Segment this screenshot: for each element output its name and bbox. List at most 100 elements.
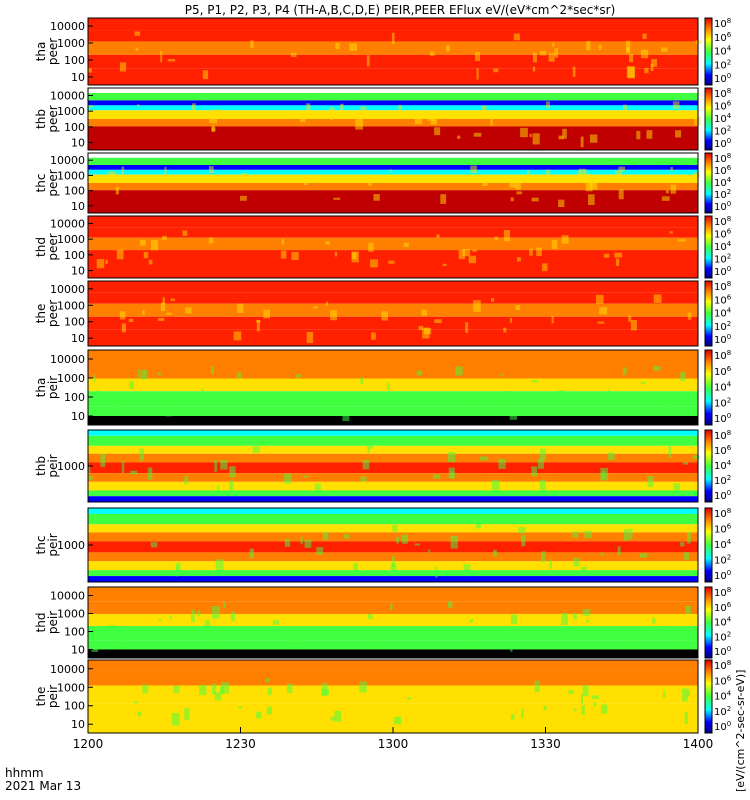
spectrogram-texture [540,51,547,56]
x-tick-label: 1200 [73,737,104,751]
panel-label: thbpeir [34,454,60,477]
spectrogram-texture [401,534,408,544]
spectrogram-texture [626,40,631,52]
spectrogram-band [88,237,698,251]
spectrogram-texture [510,714,515,720]
spectrogram-texture [572,613,577,620]
spectrogram-texture [392,524,398,532]
spectrogram-texture [572,66,576,77]
spectrogram-texture [93,374,96,382]
spectrogram-band [88,391,698,407]
spectrogram-band [88,100,698,106]
spectrogram-band [88,183,698,191]
spectrogram-texture [434,319,442,324]
colorbar-tick-label: 102 [714,396,731,409]
spectrogram-texture [440,194,447,204]
spectrogram-texture [197,610,201,617]
colorbar [704,17,713,86]
spectrogram-texture [534,680,540,693]
spectrogram-texture [681,688,688,702]
spectrogram-texture [623,529,629,541]
spectrogram-texture [105,259,108,264]
spectrogram-texture [678,239,686,242]
spectrogram-texture [588,194,595,206]
spectrogram-texture [650,63,654,72]
spectrogram-texture [673,394,681,407]
spectrogram-texture [455,366,463,376]
colorbar-tick-label: 106 [714,523,732,536]
spectrogram-texture [167,59,176,62]
spectrogram-texture [527,627,532,633]
spectrogram-band [88,378,698,392]
spectrogram-texture [694,116,701,126]
spectrogram-texture [330,115,333,121]
colorbar-tick-label: 104 [714,459,732,472]
spectrogram-texture [170,298,176,302]
spectrogram-texture [541,551,546,563]
spectrogram-texture [389,169,393,173]
spectrogram-texture [670,167,673,172]
spectrogram-texture [140,369,148,380]
panel-label: thepeir [34,685,60,708]
spectrogram-texture [509,408,518,420]
spectrogram-texture [321,683,328,697]
spectrogram-texture [628,315,632,322]
spectrogram-texture [349,43,357,51]
spectrogram-texture [422,327,430,339]
colorbar-tick-label: 104 [714,616,732,629]
spectrogram-texture [250,40,254,49]
spectrogram-texture [474,52,480,62]
spectrogram-texture [577,171,581,180]
spectrogram-band [88,481,698,491]
spectrogram-texture [510,317,513,323]
spectrogram-texture [600,467,609,481]
colorbar-tick-label: 104 [714,240,732,253]
spectrogram-texture [281,239,285,245]
spectrogram-texture [596,294,604,304]
spectrogram-texture [368,175,372,186]
spectrogram-texture [475,523,482,529]
spectrogram-texture [221,682,229,694]
spectrogram-band [88,174,698,183]
spectrogram-texture [591,695,599,700]
spectrogram-texture [134,31,141,36]
spectrogram-texture [568,690,575,694]
spectrogram-band [88,640,698,650]
spectrogram-texture [256,711,262,719]
spectrogram-band [88,660,698,671]
spectrogram-texture [208,237,214,244]
spectrogram-texture [520,127,528,138]
panel-frame [87,280,699,347]
spectrogram-band [88,649,698,658]
spectrogram-texture [191,609,195,623]
spectrogram-texture [329,107,335,112]
spectrogram-texture [165,406,172,417]
spectrogram-texture [532,52,537,63]
y-tick-label: 10000 [50,154,85,167]
colorbar-tick-label: 106 [714,228,732,241]
spectrogram-texture [330,716,335,721]
spectrogram-texture [598,44,602,50]
spectrogram-texture [473,132,482,137]
spectrogram-band [88,473,698,482]
spectrogram-texture [340,103,344,115]
y-tick-label: 1000 [57,105,85,118]
spectrogram-texture [503,327,507,333]
spectrogram-texture [328,392,336,399]
spectrogram-texture [544,629,552,632]
spectrogram-texture [171,713,180,726]
spectrogram-texture [448,601,453,608]
spectrogram-band [88,165,698,170]
spectrogram-texture [265,678,270,683]
spectrogram-band [88,435,698,446]
colorbar-label: [eV/(cm^2-sec-sr-eV)] [734,670,747,792]
y-tick-label: 10 [71,410,85,423]
spectrogram-band [88,462,698,474]
spectrogram-texture [660,396,664,403]
spectrogram-texture [158,619,162,622]
spectrogram-texture [137,711,142,717]
y-tick-label: 1000 [57,608,85,621]
colorbar-tick-label: 102 [714,705,731,718]
